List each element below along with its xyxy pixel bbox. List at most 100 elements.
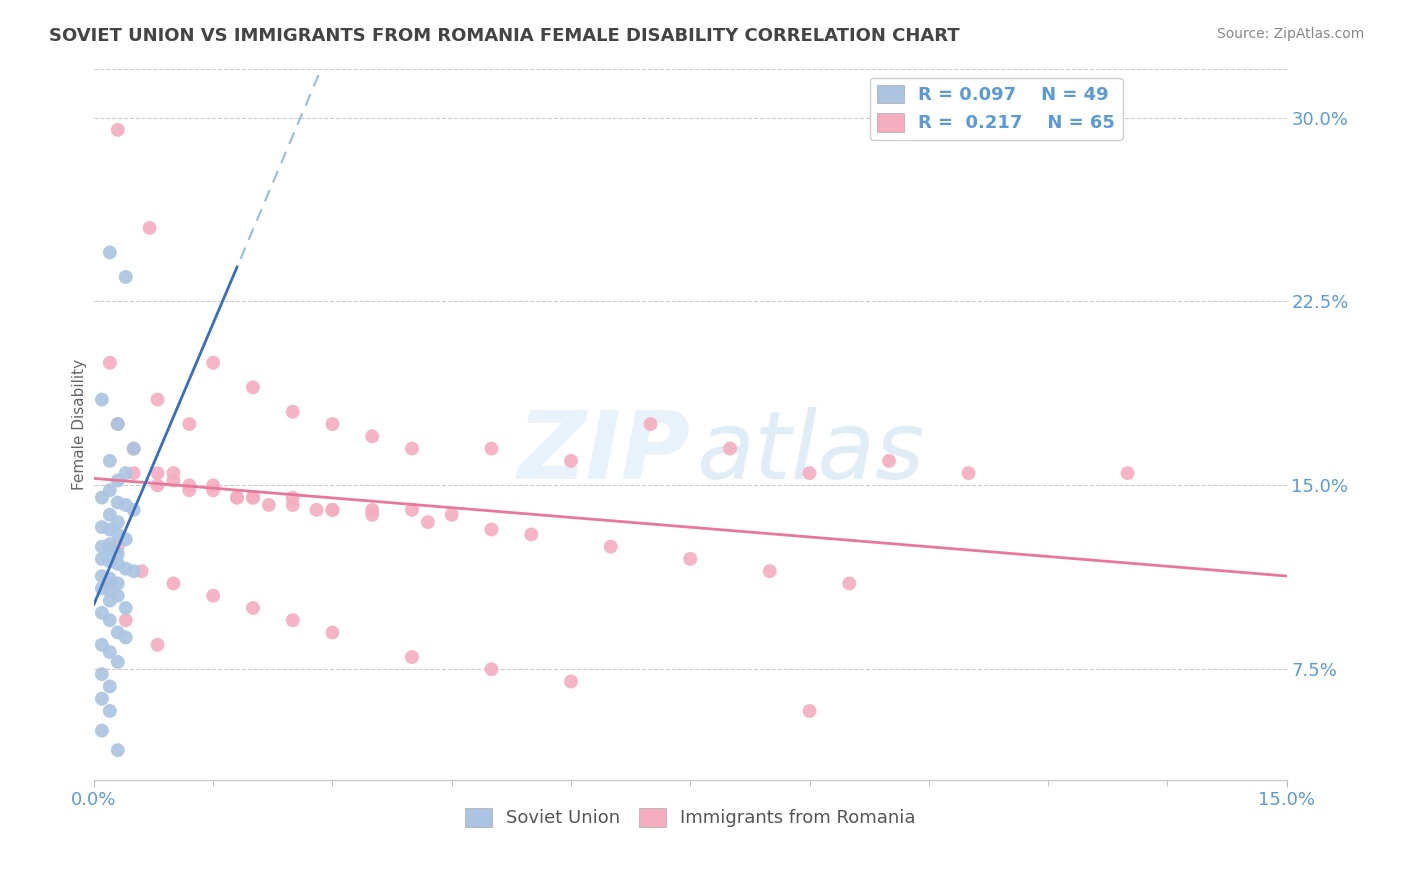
Point	[98, 704, 121, 718]
Point	[146, 478, 169, 492]
Point	[98, 593, 121, 607]
Point	[90, 552, 112, 566]
Point	[98, 645, 121, 659]
Point	[226, 491, 249, 505]
Point	[107, 589, 129, 603]
Point	[90, 540, 112, 554]
Point	[107, 655, 129, 669]
Point	[321, 625, 343, 640]
Point	[114, 613, 136, 627]
Point	[361, 503, 384, 517]
Point	[98, 576, 121, 591]
Point	[131, 564, 153, 578]
Point	[98, 523, 121, 537]
Point	[114, 533, 136, 547]
Text: atlas: atlas	[696, 407, 925, 498]
Point	[281, 405, 304, 419]
Point	[758, 564, 780, 578]
Point	[242, 491, 264, 505]
Point	[162, 466, 184, 480]
Point	[90, 392, 112, 407]
Point	[98, 483, 121, 498]
Point	[98, 542, 121, 557]
Point	[107, 625, 129, 640]
Point	[146, 392, 169, 407]
Point	[90, 667, 112, 681]
Point	[98, 508, 121, 522]
Point	[122, 442, 145, 456]
Point	[440, 508, 463, 522]
Point	[107, 515, 129, 529]
Point	[179, 478, 201, 492]
Point	[98, 554, 121, 568]
Point	[838, 576, 860, 591]
Text: SOVIET UNION VS IMMIGRANTS FROM ROMANIA FEMALE DISABILITY CORRELATION CHART: SOVIET UNION VS IMMIGRANTS FROM ROMANIA …	[49, 27, 960, 45]
Point	[107, 527, 129, 541]
Point	[281, 491, 304, 505]
Point	[90, 520, 112, 534]
Point	[679, 552, 702, 566]
Point	[114, 562, 136, 576]
Point	[640, 417, 662, 431]
Text: ZIP: ZIP	[517, 407, 690, 499]
Point	[179, 483, 201, 498]
Point	[90, 691, 112, 706]
Point	[202, 356, 225, 370]
Point	[481, 442, 503, 456]
Point	[98, 245, 121, 260]
Legend: Soviet Union, Immigrants from Romania: Soviet Union, Immigrants from Romania	[458, 801, 922, 835]
Point	[98, 583, 121, 598]
Point	[162, 474, 184, 488]
Point	[202, 483, 225, 498]
Point	[90, 638, 112, 652]
Point	[560, 454, 582, 468]
Point	[401, 503, 423, 517]
Point	[242, 491, 264, 505]
Y-axis label: Female Disability: Female Disability	[72, 359, 87, 490]
Point	[799, 704, 821, 718]
Point	[146, 638, 169, 652]
Point	[114, 498, 136, 512]
Point	[98, 613, 121, 627]
Point	[122, 503, 145, 517]
Point	[321, 417, 343, 431]
Point	[599, 540, 621, 554]
Point	[202, 478, 225, 492]
Point	[281, 613, 304, 627]
Point	[107, 540, 129, 554]
Point	[122, 442, 145, 456]
Point	[98, 356, 121, 370]
Point	[107, 743, 129, 757]
Point	[481, 662, 503, 676]
Point	[138, 220, 160, 235]
Point	[226, 491, 249, 505]
Point	[321, 503, 343, 517]
Point	[146, 466, 169, 480]
Point	[90, 606, 112, 620]
Point	[107, 474, 129, 488]
Point	[481, 523, 503, 537]
Point	[122, 466, 145, 480]
Point	[361, 429, 384, 443]
Point	[107, 547, 129, 561]
Point	[799, 466, 821, 480]
Point	[242, 380, 264, 394]
Point	[90, 723, 112, 738]
Point	[107, 417, 129, 431]
Point	[114, 269, 136, 284]
Text: Source: ZipAtlas.com: Source: ZipAtlas.com	[1216, 27, 1364, 41]
Point	[202, 589, 225, 603]
Point	[107, 495, 129, 509]
Point	[114, 601, 136, 615]
Point	[114, 631, 136, 645]
Point	[361, 508, 384, 522]
Point	[560, 674, 582, 689]
Point	[1116, 466, 1139, 480]
Point	[98, 572, 121, 586]
Point	[718, 442, 741, 456]
Point	[98, 454, 121, 468]
Point	[90, 569, 112, 583]
Point	[107, 576, 129, 591]
Point	[957, 466, 980, 480]
Point	[321, 503, 343, 517]
